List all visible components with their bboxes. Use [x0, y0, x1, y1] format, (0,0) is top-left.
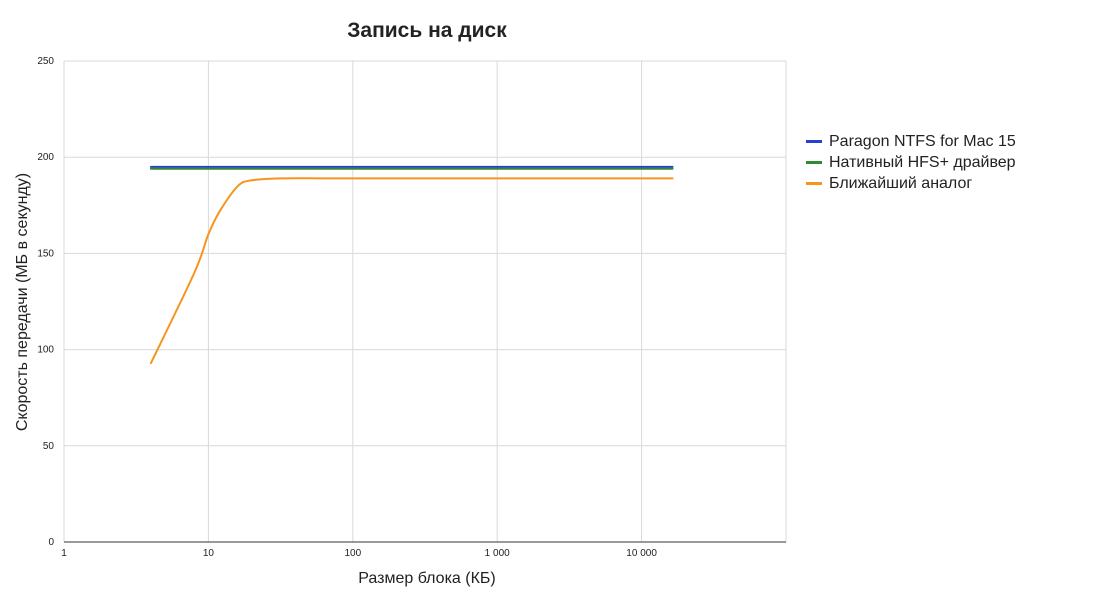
x-tick-label: 1 000: [485, 548, 510, 559]
y-tick-label: 0: [48, 537, 54, 548]
legend-label: Ближайший аналог: [829, 174, 973, 192]
y-tick-label: 200: [37, 152, 54, 163]
legend-swatch: [806, 140, 822, 143]
legend-label: Нативный HFS+ драйвер: [829, 153, 1016, 171]
legend-swatch: [806, 161, 822, 164]
legend-item-2: Нативный HFS+ драйвер: [806, 152, 1016, 173]
series-lines: [149, 165, 674, 365]
x-tick-label: 10 000: [626, 548, 657, 559]
y-tick-labels: 0 50 100 150 200 250: [37, 56, 54, 548]
y-axis-title: Скорость передачи (МБ в секунду): [14, 173, 31, 431]
y-tick-label: 150: [37, 248, 54, 259]
legend: Paragon NTFS for Mac 15 Нативный HFS+ дра…: [806, 131, 1016, 194]
x-tick-label: 100: [344, 548, 361, 559]
grid: [63, 60, 787, 543]
x-axis-title: Размер блока (КБ): [358, 570, 495, 587]
x-tick-label: 1: [61, 548, 67, 559]
y-tick-label: 250: [37, 56, 54, 67]
x-tick-label: 10: [203, 548, 215, 559]
y-tick-label: 100: [37, 345, 54, 356]
legend-swatch: [806, 182, 822, 185]
series-line-3: [149, 177, 674, 365]
x-tick-labels: 1 10 100 1 000 10 000: [61, 548, 657, 559]
legend-label: Paragon NTFS for Mac 15: [829, 132, 1016, 150]
legend-item-1: Paragon NTFS for Mac 15: [806, 131, 1016, 152]
y-tick-label: 50: [43, 441, 55, 452]
chart-title: Запись на диск: [347, 19, 507, 42]
legend-item-3: Ближайший аналог: [806, 173, 1016, 194]
